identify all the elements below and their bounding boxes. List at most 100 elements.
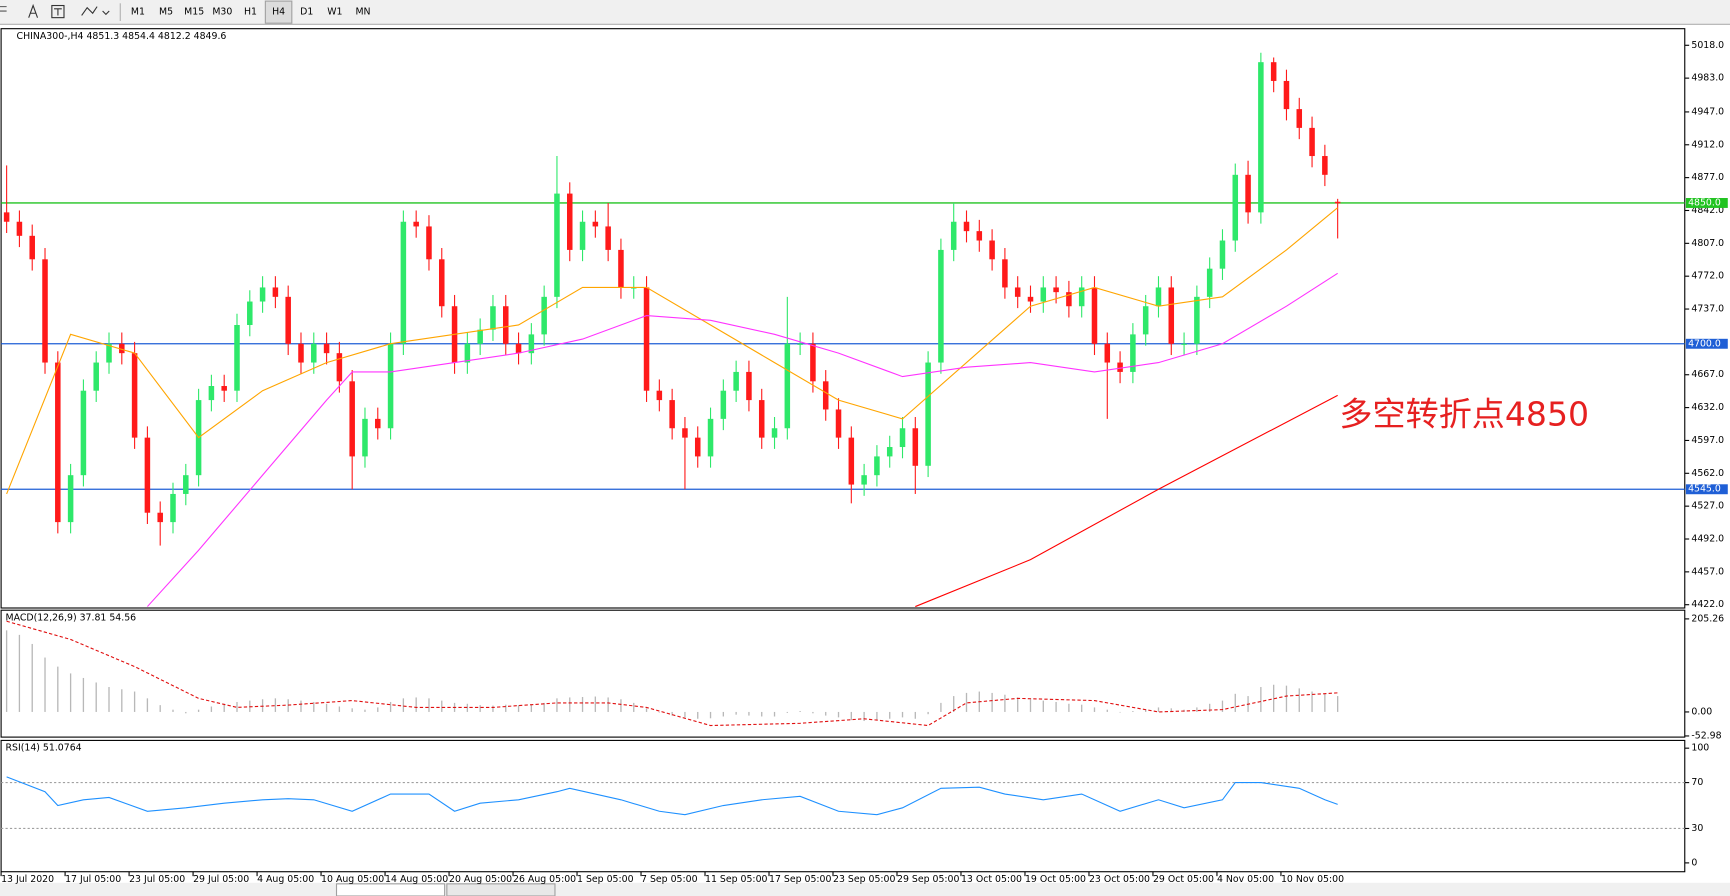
macd-bar [581, 696, 584, 712]
macd-bar [620, 699, 622, 712]
candle-body [541, 296, 547, 335]
y-tick-label: 4422.0 [1691, 599, 1724, 610]
candle-body [29, 235, 35, 260]
candle-body [16, 221, 23, 236]
candle-body [234, 324, 240, 391]
timeframe-button[interactable]: W1 [327, 7, 342, 18]
candle-body [771, 428, 778, 438]
candle-body [1053, 287, 1059, 293]
macd-bar [965, 692, 968, 712]
macd-bar [57, 666, 59, 712]
timeframe-button[interactable]: M5 [159, 7, 173, 18]
timeframe-button[interactable]: D1 [300, 7, 313, 18]
candle-body [515, 343, 522, 354]
candle-body [1296, 109, 1303, 128]
macd-bar [594, 696, 597, 712]
candle-body [733, 371, 739, 391]
macd-bar [274, 698, 277, 712]
y-tick-label: 4842.0 [1691, 205, 1724, 216]
macd-bar [185, 711, 187, 714]
candle-body [439, 259, 445, 307]
candle-body [349, 381, 355, 457]
macd-bar [95, 682, 97, 712]
macd-bar [633, 702, 635, 712]
macd-bar [825, 711, 827, 716]
candle-body [1117, 362, 1123, 372]
candle-body [311, 343, 317, 363]
macd-bar [441, 700, 443, 712]
macd-bar [1234, 693, 1236, 712]
candle-body [797, 343, 803, 345]
macd-bar [313, 701, 315, 712]
candle-body [912, 428, 919, 466]
macd-bar [159, 705, 161, 712]
macd-bar [133, 691, 136, 712]
macd-bar [1170, 708, 1172, 712]
macd-bar [1324, 693, 1326, 712]
active-timeframe [264, 0, 293, 24]
y-tick-label: 5018.0 [1691, 40, 1724, 51]
macd-bar [735, 711, 737, 715]
candle-body [1245, 174, 1251, 213]
cursor-icon[interactable] [0, 6, 7, 12]
macd-bar [1285, 685, 1288, 712]
candle-body [464, 343, 471, 363]
level-label-box [1685, 198, 1728, 208]
level-label: 4850.0 [1688, 197, 1721, 208]
y-tick-label: 100 [1691, 743, 1709, 754]
y-tick-label: 4457.0 [1691, 566, 1724, 577]
x-tick-label: 13 Oct 05:00 [961, 874, 1022, 885]
macd-bar [492, 705, 494, 712]
macd-bar [249, 700, 251, 712]
timeframe-button[interactable]: MN [355, 7, 370, 18]
macd-bar [530, 704, 533, 712]
candle-body [1206, 268, 1213, 297]
y-tick-label: 4772.0 [1691, 271, 1724, 282]
toolbar [0, 0, 1730, 25]
candle-body [1066, 292, 1072, 307]
x-tick-label: 20 Aug 05:00 [449, 874, 512, 885]
macd-signal [6, 620, 1338, 727]
text-tool-icon[interactable] [28, 3, 39, 18]
candle-body [93, 362, 99, 391]
y-tick-label: 4947.0 [1691, 106, 1724, 117]
candle-body [119, 343, 125, 354]
y-tick-label: 0 [1691, 857, 1697, 868]
candle-body [554, 193, 560, 297]
macd-bar [1260, 687, 1262, 712]
annotation: 多空转折点4850 [1339, 394, 1589, 433]
macd-bar [121, 689, 123, 712]
x-tick-label: 23 Sep 05:00 [833, 874, 896, 885]
macd-bar [466, 703, 469, 712]
timeframe-button[interactable]: H1 [244, 7, 257, 18]
candle-body [1078, 287, 1085, 307]
candle-body [605, 226, 611, 250]
x-tick-label: 1 Sep 05:00 [577, 874, 634, 885]
chart-tab[interactable] [446, 883, 556, 896]
y-tick-label: 4667.0 [1691, 369, 1724, 380]
macd-bar [645, 708, 648, 712]
chart-tab[interactable] [335, 883, 446, 896]
x-tick-label: 10 Aug 05:00 [321, 874, 384, 885]
macd-bar [108, 687, 110, 712]
label-tool-icon[interactable] [51, 4, 65, 19]
timeframe-button[interactable]: H4 [272, 7, 285, 18]
x-tick-label: 4 Nov 05:00 [1217, 874, 1274, 885]
arrow-tool-icon[interactable] [81, 6, 110, 16]
level-label-box [1685, 338, 1728, 349]
x-tick-label: 17 Jul 05:00 [65, 874, 121, 885]
timeframe-button[interactable]: M1 [131, 7, 145, 18]
y-tick-label: 70 [1691, 777, 1703, 788]
macd-bar [684, 711, 686, 718]
candle-body [80, 390, 87, 476]
candle-body [477, 329, 483, 344]
macd-bar [517, 705, 520, 712]
macd-bar [709, 711, 712, 719]
timeframe-button[interactable]: M15 [184, 7, 204, 18]
candle-body [566, 193, 573, 250]
macd-bar [1273, 684, 1275, 712]
timeframe-button[interactable]: M30 [212, 7, 232, 18]
macd-bar [1311, 691, 1313, 712]
candle-body [720, 390, 727, 419]
macd-bar [197, 709, 200, 712]
